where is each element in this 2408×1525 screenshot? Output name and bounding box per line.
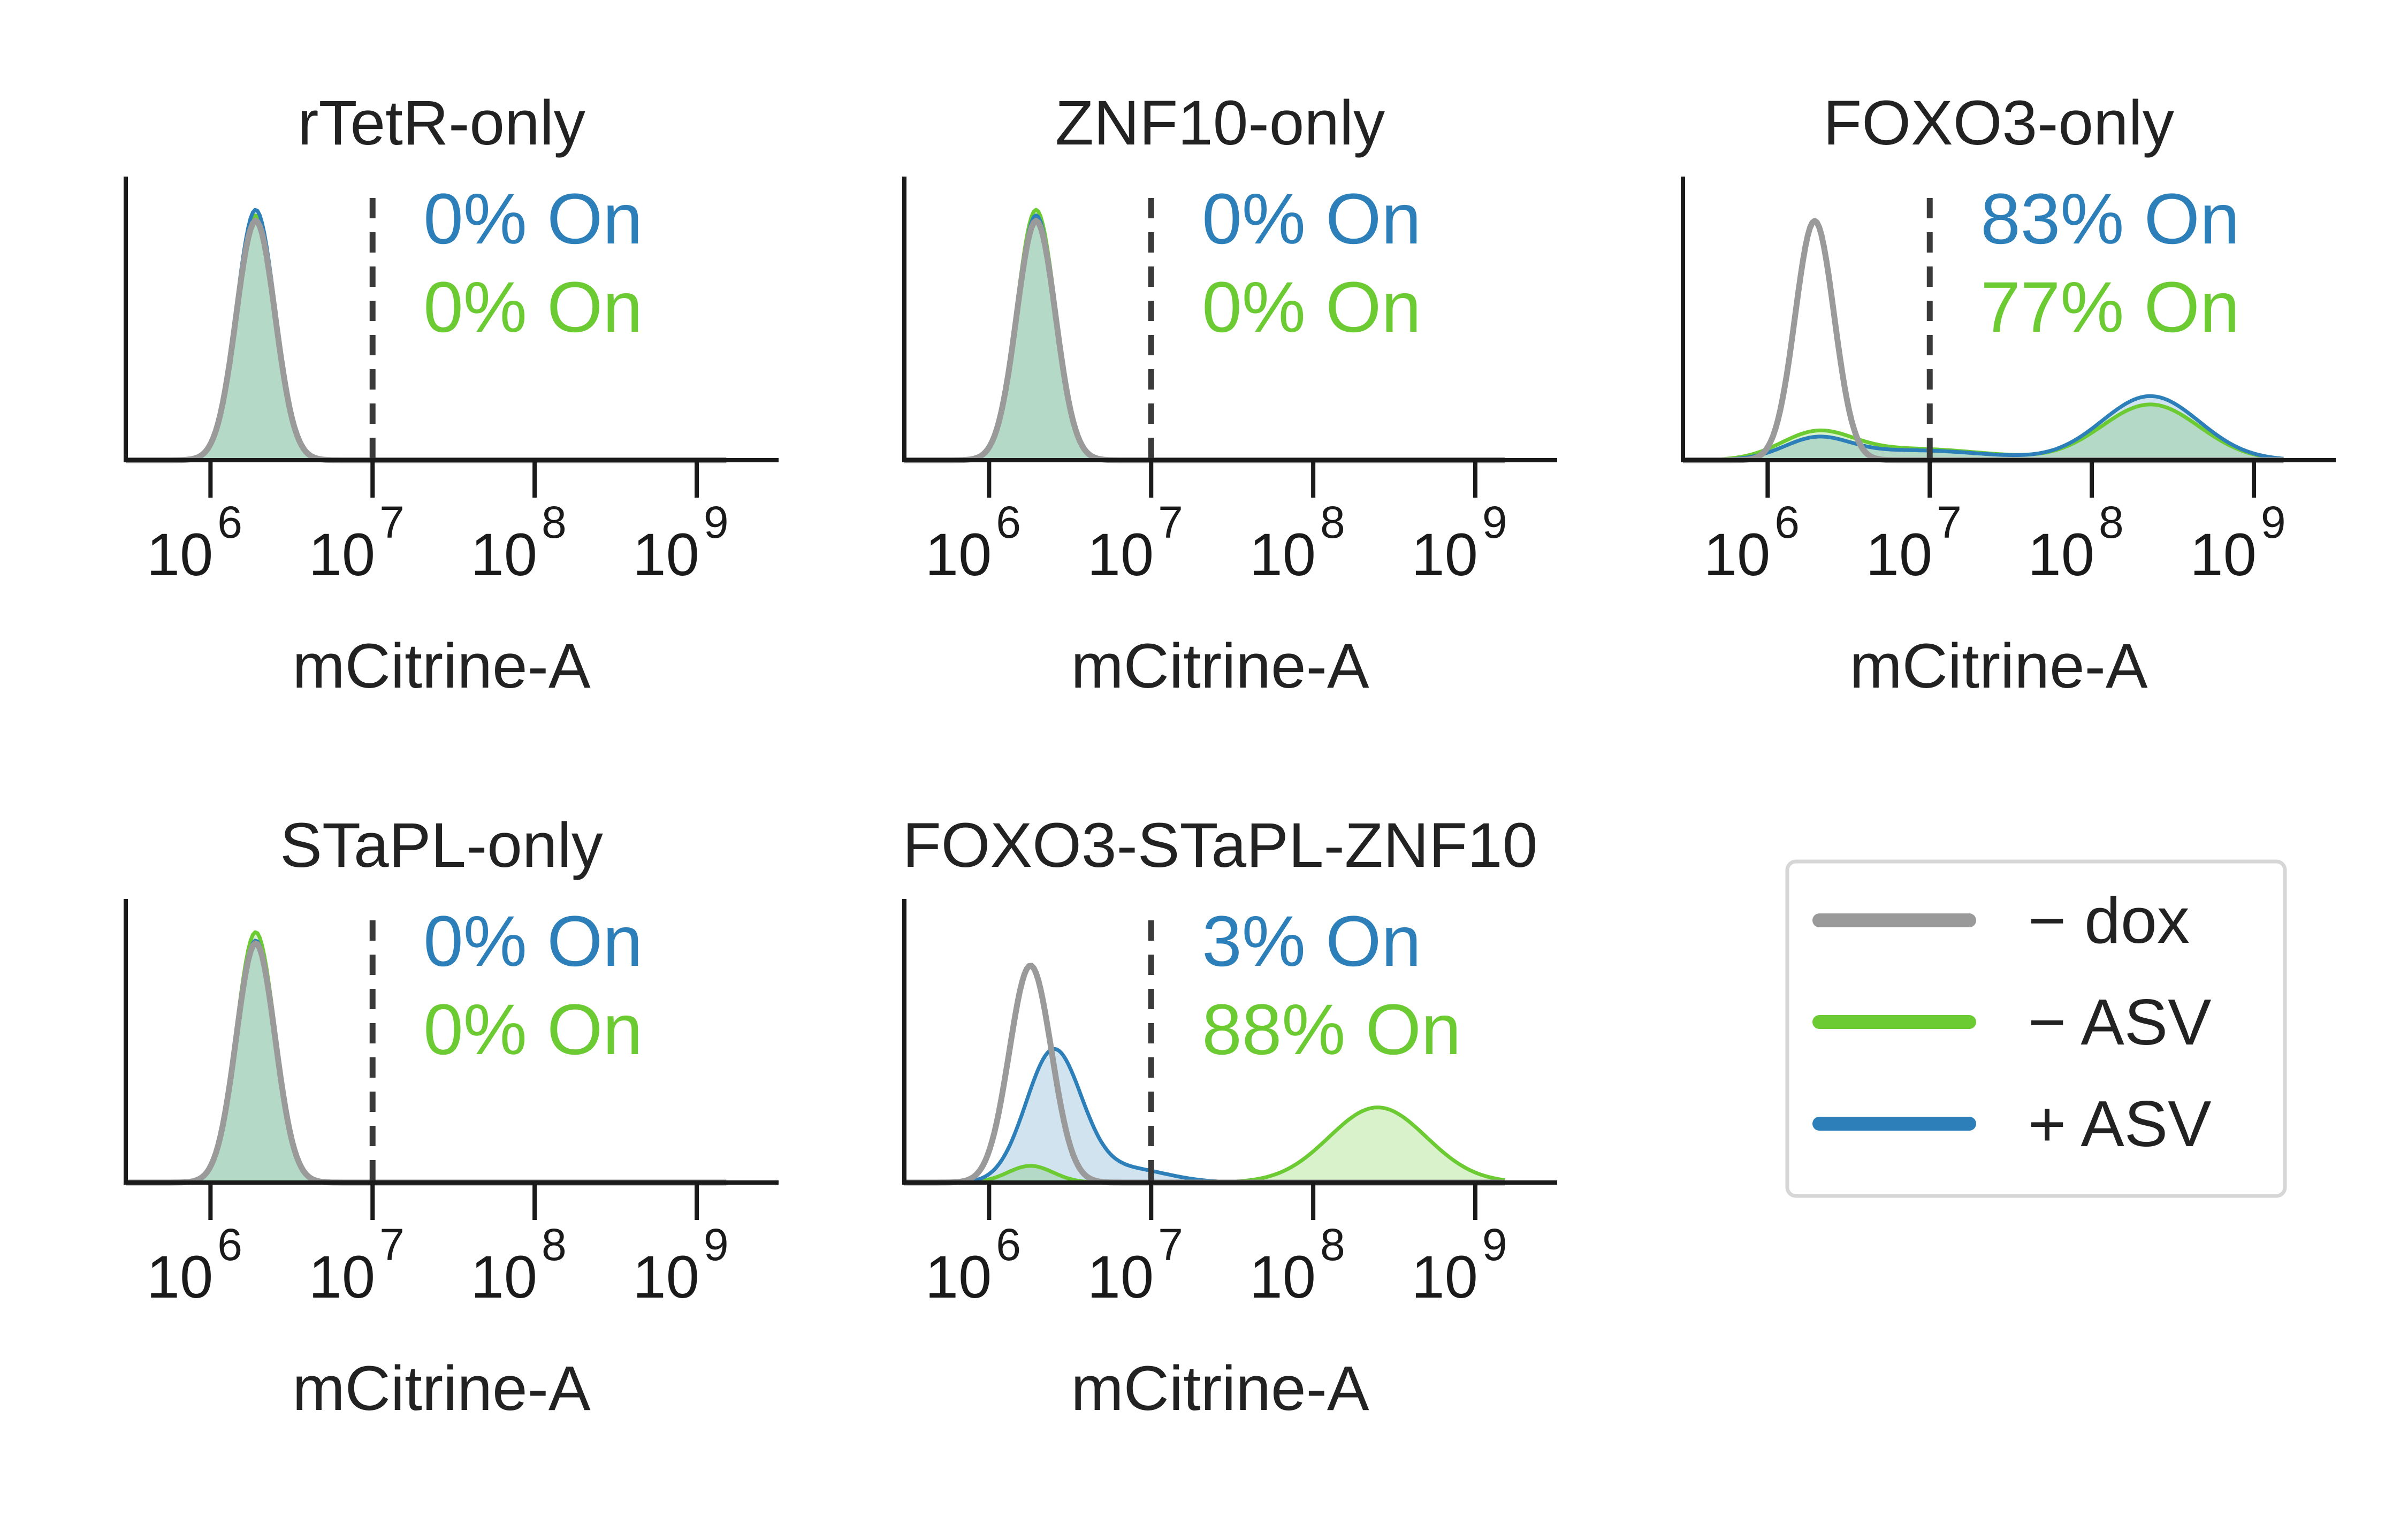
percent-on-minus_asv: 0% On — [1202, 268, 1421, 347]
panel-title: ZNF10-only — [1055, 88, 1385, 158]
legend-label-plus_asv: + ASV — [2028, 1087, 2212, 1160]
legend-label-no_dox: − dox — [2028, 884, 2190, 957]
series-fill-minus_asv — [1683, 404, 2284, 460]
x-tick-label: 109 — [2190, 497, 2285, 588]
percent-on-plus_asv: 0% On — [1202, 179, 1421, 259]
x-tick-label: 109 — [1411, 497, 1507, 588]
x-tick-label: 106 — [147, 497, 242, 588]
series-fill-minus_asv — [126, 215, 727, 460]
series-fill-plus_asv — [904, 215, 1505, 460]
x-tick-label: 108 — [1249, 1219, 1345, 1310]
series-fill-minus_asv — [904, 210, 1505, 460]
x-tick-label: 107 — [1087, 497, 1183, 588]
panel-title: rTetR-only — [298, 88, 585, 158]
panel-title: STaPL-only — [280, 810, 603, 881]
percent-on-plus_asv: 3% On — [1202, 902, 1421, 981]
x-tick-label: 106 — [1704, 497, 1800, 588]
x-tick-label: 107 — [1866, 497, 1962, 588]
percent-on-plus_asv: 0% On — [423, 902, 643, 981]
x-tick-label: 108 — [1249, 497, 1345, 588]
x-tick-label: 107 — [309, 1219, 405, 1310]
x-tick-label: 109 — [633, 497, 728, 588]
series-fill-minus_asv — [126, 932, 727, 1183]
series-fill-plus_asv — [126, 940, 727, 1183]
x-tick-label: 106 — [925, 1219, 1021, 1310]
panel-0: rTetR-only 106 107 108 109 mCitrine-A 0% On 0% … — [124, 88, 779, 702]
x-tick-label: 109 — [633, 1219, 728, 1310]
x-tick-label: 108 — [470, 1219, 566, 1310]
panel-1: ZNF10-only 106 107 108 109 mCitrine-A 0% On 0% … — [902, 88, 1557, 702]
percent-on-minus_asv: 88% On — [1202, 990, 1461, 1070]
x-tick-label: 106 — [925, 497, 1021, 588]
x-tick-label: 108 — [2028, 497, 2123, 588]
percent-on-minus_asv: 0% On — [423, 268, 643, 347]
x-tick-label: 108 — [470, 497, 566, 588]
x-tick-label: 109 — [1411, 1219, 1507, 1310]
x-tick-label: 106 — [147, 1219, 242, 1310]
x-axis-label: mCitrine-A — [1071, 1353, 1369, 1424]
panel-2: FOXO3-only 106 107 108 109 mCitrine-A 83% On 77… — [1681, 88, 2336, 702]
series-fill-minus_asv — [904, 1107, 1505, 1183]
x-axis-label: mCitrine-A — [1071, 631, 1369, 702]
legend-frame — [1785, 859, 2287, 1198]
percent-on-minus_asv: 77% On — [1980, 268, 2239, 347]
x-tick-label: 107 — [309, 497, 405, 588]
x-tick-label: 107 — [1087, 1219, 1183, 1310]
panel-title: FOXO3-only — [1823, 88, 2174, 158]
panel-3: STaPL-only 106 107 108 109 mCitrine-A 0% On 0% … — [124, 810, 779, 1424]
legend: − dox − ASV + ASV — [1785, 859, 2287, 1198]
percent-on-minus_asv: 0% On — [423, 990, 643, 1070]
panel-title: FOXO3-STaPL-ZNF10 — [903, 810, 1538, 881]
x-axis-label: mCitrine-A — [292, 1353, 591, 1424]
legend-label-minus_asv: − ASV — [2028, 986, 2212, 1058]
panel-4: FOXO3-STaPL-ZNF10 106 107 108 109 mCitrine-A 3… — [902, 810, 1557, 1424]
series-line-plus_asv — [1683, 394, 2284, 462]
series-fill-plus_asv — [1683, 396, 2284, 460]
percent-on-plus_asv: 83% On — [1980, 179, 2239, 259]
series-fill-plus_asv — [126, 210, 727, 460]
percent-on-plus_asv: 0% On — [423, 179, 643, 259]
x-axis-label: mCitrine-A — [292, 631, 591, 702]
x-axis-label: mCitrine-A — [1849, 631, 2148, 702]
